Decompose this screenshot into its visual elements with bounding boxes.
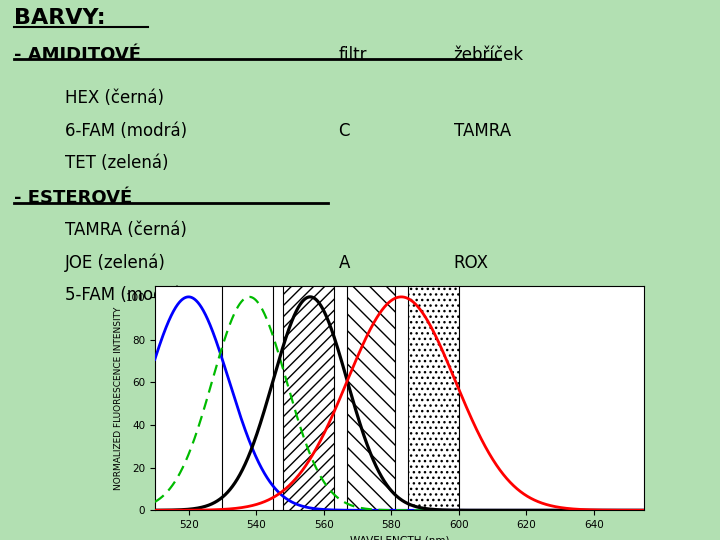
TAMRA: [397, 294, 405, 300]
Bar: [408, 286, 459, 510]
Text: TAMRA (černá): TAMRA (černá): [65, 221, 186, 239]
Bar: [347, 286, 395, 510]
TAMRA: [536, 500, 545, 506]
Bar: [283, 286, 334, 510]
Line: TAMRA: TAMRA: [155, 297, 644, 510]
6-FAM: [150, 356, 159, 363]
Text: - AMIDITOVÉ: - AMIDITOVÉ: [14, 46, 141, 64]
Text: TET (zelená): TET (zelená): [65, 154, 168, 172]
TET: [640, 507, 649, 514]
TET: [389, 507, 397, 514]
Text: 6-FAM (modrá): 6-FAM (modrá): [65, 122, 187, 139]
6-FAM: [640, 507, 649, 514]
Text: JOE (zelená): JOE (zelená): [65, 254, 166, 272]
HEX: [626, 507, 634, 514]
Bar: [283, 286, 334, 510]
Text: žebříček: žebříček: [454, 46, 523, 64]
X-axis label: WAVELENGTH (nm): WAVELENGTH (nm): [350, 536, 449, 540]
Text: BARVY:: BARVY:: [14, 8, 106, 28]
TET: [626, 507, 635, 514]
Text: C: C: [338, 122, 350, 139]
Bar: [222, 286, 273, 510]
Line: HEX: HEX: [155, 297, 644, 510]
TET: [376, 507, 384, 513]
HEX: [150, 507, 159, 514]
Bar: [408, 286, 459, 510]
TAMRA: [626, 507, 634, 514]
6-FAM: [376, 507, 384, 514]
6-FAM: [389, 507, 397, 514]
Text: - ESTEROVÉ: - ESTEROVÉ: [14, 189, 132, 207]
6-FAM: [184, 294, 193, 300]
Text: filtr: filtr: [338, 46, 367, 64]
TET: [536, 507, 545, 514]
TET: [245, 294, 253, 300]
TET: [626, 507, 634, 514]
TAMRA: [389, 296, 397, 303]
HEX: [389, 489, 397, 496]
Text: ROX: ROX: [454, 254, 489, 272]
TAMRA: [150, 507, 159, 514]
6-FAM: [626, 507, 635, 514]
Text: 5-FAM (modrá): 5-FAM (modrá): [65, 286, 187, 304]
HEX: [640, 507, 649, 514]
Y-axis label: NORMALIZED FLUORESCENCE INTENSITY: NORMALIZED FLUORESCENCE INTENSITY: [114, 307, 122, 490]
TET: [150, 499, 159, 505]
HEX: [536, 507, 545, 514]
Text: HEX (černá): HEX (černá): [65, 89, 164, 107]
Bar: [347, 286, 395, 510]
TAMRA: [640, 507, 649, 514]
6-FAM: [536, 507, 545, 514]
6-FAM: [626, 507, 634, 514]
TET: [176, 470, 184, 477]
6-FAM: [176, 299, 184, 305]
TAMRA: [376, 310, 384, 316]
HEX: [376, 471, 384, 477]
TAMRA: [626, 507, 635, 514]
Line: TET: TET: [155, 297, 644, 510]
TAMRA: [176, 507, 184, 514]
HEX: [176, 507, 184, 513]
Text: A: A: [338, 254, 350, 272]
Line: 6-FAM: 6-FAM: [155, 297, 644, 510]
HEX: [626, 507, 635, 514]
HEX: [306, 294, 315, 300]
Text: TAMRA: TAMRA: [454, 122, 510, 139]
